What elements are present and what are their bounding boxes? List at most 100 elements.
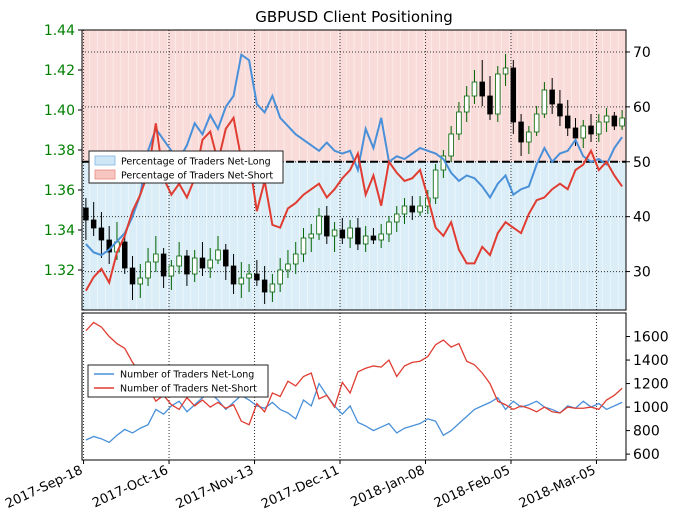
- net-short-shading-band: [159, 30, 168, 162]
- candle-body: [355, 227, 361, 245]
- price-axis-label: 1.44: [44, 23, 75, 39]
- candle-body: [611, 115, 618, 127]
- net-long-shading-band: [594, 161, 603, 310]
- net-short-shading-band: [532, 30, 541, 162]
- candle-body: [277, 269, 283, 285]
- net-short-shading-band: [400, 30, 409, 162]
- candle-body: [596, 121, 602, 135]
- net-short-shading-band: [602, 30, 611, 162]
- candle-body: [370, 235, 377, 241]
- count-axis-label: 800: [633, 424, 660, 440]
- candle-body: [153, 253, 159, 263]
- net-short-shading-band: [587, 30, 596, 162]
- price-axis-label: 1.42: [44, 63, 75, 79]
- candle-body: [168, 265, 175, 277]
- candle-body: [386, 221, 392, 235]
- net-short-count-line: [85, 321, 623, 426]
- candle-body: [316, 215, 322, 235]
- candle-body: [184, 255, 190, 275]
- net-short-shading-band: [346, 30, 355, 162]
- candle-body: [98, 227, 105, 241]
- net-short-shading-band: [571, 30, 580, 162]
- net-short-shading-band: [167, 30, 176, 162]
- candle-body: [83, 207, 89, 221]
- candle-body: [417, 205, 423, 213]
- net-long-shading-band: [276, 161, 285, 310]
- percent-axis-label: 40: [633, 210, 651, 226]
- candle-body: [292, 253, 299, 265]
- candle-body: [129, 267, 136, 285]
- candle-body: [137, 277, 144, 285]
- candle-body: [90, 219, 97, 229]
- net-short-shading-band: [423, 30, 433, 162]
- candle-body: [285, 263, 291, 271]
- candle-body: [347, 227, 353, 239]
- net-long-shading-band: [229, 161, 238, 310]
- net-short-shading-band: [214, 30, 223, 162]
- net-long-shading-band: [183, 161, 192, 310]
- candle-body: [557, 103, 563, 117]
- price-axis-label: 1.36: [44, 183, 75, 199]
- net-long-shading-band: [190, 161, 199, 310]
- net-short-shading-band: [447, 30, 456, 162]
- legend-label: Percentage of Traders Net-Long: [121, 157, 271, 168]
- candle-body: [254, 273, 260, 281]
- candle-body: [160, 253, 167, 277]
- net-long-shading-band: [221, 161, 230, 310]
- candle-body: [215, 249, 221, 261]
- candle-body: [432, 169, 439, 199]
- price-axis-label: 1.38: [44, 143, 75, 159]
- net-long-shading-band: [260, 161, 269, 310]
- net-long-shading-band: [478, 161, 487, 310]
- net-short-shading-band: [377, 30, 386, 162]
- candle-body: [246, 273, 252, 279]
- net-long-shading-band: [151, 161, 161, 310]
- net-long-shading-band: [144, 161, 153, 310]
- candle-body: [339, 229, 346, 239]
- net-short-shading-band: [431, 30, 440, 162]
- candle-body: [223, 249, 229, 267]
- percent-axis-label: 50: [633, 155, 651, 171]
- net-short-shading-band: [190, 30, 199, 162]
- net-short-shading-band: [354, 30, 363, 162]
- percent-axis-label: 60: [633, 100, 651, 116]
- net-short-shading-band: [144, 30, 153, 162]
- candle-body: [619, 117, 625, 127]
- net-short-shading-band: [439, 30, 448, 162]
- candle-body: [269, 283, 276, 293]
- net-long-shading-band: [556, 161, 565, 310]
- candle-body: [324, 215, 330, 237]
- candle-body: [176, 255, 182, 267]
- net-short-shading-band: [183, 30, 192, 162]
- net-short-shading-band: [206, 30, 215, 162]
- net-long-shading-band: [563, 161, 572, 310]
- legend-label: Number of Traders Net-Short: [120, 384, 257, 395]
- candle-body: [300, 237, 307, 255]
- candle-body: [448, 133, 454, 157]
- net-long-shading-band: [284, 161, 293, 310]
- candle-body: [362, 235, 369, 245]
- legend-label: Percentage of Traders Net-Short: [121, 171, 273, 182]
- net-long-shading-band: [392, 161, 401, 310]
- net-long-shading-band: [532, 161, 541, 310]
- net-short-shading-band: [97, 30, 106, 162]
- candle-body: [463, 95, 470, 113]
- net-short-shading-band: [120, 30, 129, 162]
- legend-label: Number of Traders Net-Long: [120, 370, 254, 381]
- net-long-shading-band: [540, 161, 549, 310]
- candle-body: [603, 115, 610, 123]
- net-short-shading-band: [245, 30, 254, 162]
- candle-body: [308, 233, 314, 239]
- net-long-shading-band: [423, 161, 433, 310]
- price-positioning-panel: 1.32 1.34 1.36 1.38 1.40 1.42 1.44 30 40 50 60 70 Pe…: [44, 23, 651, 311]
- net-short-shading-band: [594, 30, 603, 162]
- net-short-shading-band: [252, 30, 262, 162]
- net-long-shading-band: [159, 161, 168, 310]
- candle-body: [456, 111, 462, 135]
- net-long-shading-band: [291, 161, 300, 310]
- net-short-shading-band: [501, 30, 510, 162]
- net-long-shading-band: [128, 161, 137, 310]
- candle-body: [495, 73, 501, 115]
- net-long-shading-band: [509, 161, 518, 310]
- net-long-shading-band: [524, 161, 534, 310]
